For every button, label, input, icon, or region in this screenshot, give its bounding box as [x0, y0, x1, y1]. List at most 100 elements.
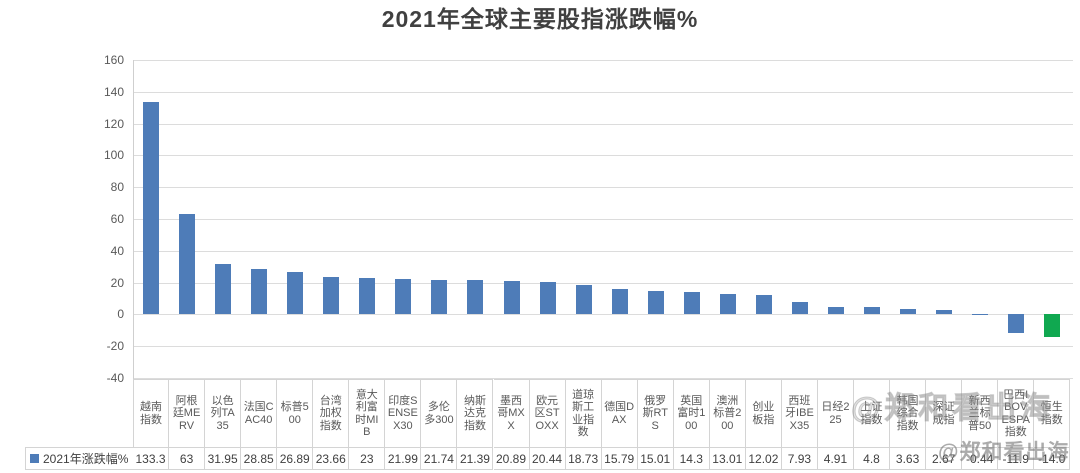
chart-bar — [251, 268, 268, 315]
category-cell: 新西兰标普50 — [962, 379, 999, 447]
category-cell: 英国富时100 — [673, 379, 710, 447]
chart-bar — [323, 276, 340, 315]
category-cell: 法国CAC40 — [241, 379, 278, 447]
chart-bar — [827, 306, 844, 315]
y-tick-label: 60 — [110, 212, 124, 226]
value-cell: 63 — [169, 447, 206, 470]
chart-bar — [1008, 314, 1025, 334]
category-cell: 俄罗斯RTS — [637, 379, 674, 447]
category-cell: 标普500 — [277, 379, 314, 447]
value-cell: 4.91 — [817, 447, 854, 470]
chart-bar — [683, 291, 700, 315]
chart-bar — [791, 301, 808, 315]
value-cell: 26.89 — [277, 447, 314, 470]
category-cell: 欧元区STOXX — [529, 379, 566, 447]
chart-bar — [431, 279, 448, 315]
chart-title: 2021年全球主要股指涨跌幅% — [381, 6, 699, 32]
y-tick-label: 120 — [103, 116, 124, 131]
value-cell: 20.89 — [493, 447, 530, 470]
y-tick-label: -20 — [106, 339, 124, 354]
chart-bar — [359, 277, 376, 315]
category-cell: 恒生指数 — [1034, 379, 1071, 447]
legend-cell: 2021年涨跌幅% — [25, 447, 133, 470]
chart-bar — [611, 289, 628, 315]
gridline — [133, 282, 1073, 284]
y-tick-label: -40 — [106, 371, 124, 385]
value-cell: 31.95 — [205, 447, 242, 470]
value-cell: -14.0 — [1034, 447, 1071, 470]
chart-bar — [215, 263, 232, 315]
category-cell: 澳洲标普200 — [709, 379, 746, 447]
chart-bar — [647, 290, 664, 315]
category-cell: 多伦多300 — [421, 379, 458, 447]
chart-bar — [143, 102, 160, 315]
value-cell: 2.67 — [926, 447, 963, 470]
category-cell: 墨西哥MXX — [493, 379, 530, 447]
chart-bar — [719, 293, 736, 315]
chart-bar — [1044, 314, 1061, 337]
chart-bar — [864, 306, 881, 315]
value-cell: 21.74 — [421, 447, 458, 470]
legend-label: 2021年涨跌幅% — [43, 452, 129, 466]
y-tick-label: 100 — [103, 148, 124, 163]
y-tick-label: 20 — [110, 275, 124, 290]
value-cell: 15.79 — [601, 447, 638, 470]
value-cell: 14.3 — [673, 447, 710, 470]
category-cell: 阿根廷MERV — [169, 379, 206, 447]
category-cell: 越南指数 — [133, 379, 170, 447]
gridline — [133, 187, 1073, 189]
gridline — [133, 378, 1073, 379]
category-cell: 巴西IBOVESPA指数 — [998, 379, 1035, 447]
legend-marker-square — [30, 454, 39, 463]
chart-bar — [539, 281, 556, 315]
value-cell: 21.99 — [385, 447, 422, 470]
category-cell: 日经225 — [817, 379, 854, 447]
y-axis-line — [133, 60, 134, 379]
chart-bar — [503, 281, 520, 315]
category-cell: 台湾加权指数 — [313, 379, 350, 447]
value-cell: 133.3 — [133, 447, 170, 470]
value-cell: 13.01 — [709, 447, 746, 470]
gridline — [133, 219, 1073, 220]
category-cell: 印度SENSEX30 — [385, 379, 422, 447]
value-cell: 7.93 — [781, 447, 818, 470]
value-cell: 12.02 — [745, 447, 782, 470]
y-tick-label: 160 — [103, 53, 124, 67]
chart-bar — [287, 271, 304, 315]
gridline — [133, 346, 1073, 348]
chart-bar — [755, 295, 772, 315]
category-cell: 道琼斯工业指数 — [565, 379, 602, 447]
value-cell: 3.63 — [890, 447, 927, 470]
value-cell: -11.9 — [998, 447, 1035, 470]
y-tick-label: 80 — [110, 180, 124, 195]
category-cell: 以色列TA35 — [205, 379, 242, 447]
value-cell: 18.73 — [565, 447, 602, 470]
category-cell: 意大利富时MIB — [349, 379, 386, 447]
chart-bar — [972, 314, 989, 316]
chart-bar — [179, 214, 196, 315]
value-cell: 20.44 — [529, 447, 566, 470]
value-cell: 28.85 — [241, 447, 278, 470]
gridline — [133, 250, 1073, 252]
category-cell: 纳斯达克指数 — [457, 379, 494, 447]
gridline — [133, 155, 1073, 157]
category-cell: 深证成指 — [926, 379, 963, 447]
chart-bar — [395, 279, 412, 315]
value-cell: -0.44 — [962, 447, 999, 470]
y-tick-label: 40 — [110, 243, 124, 258]
category-cell: 德国DAX — [601, 379, 638, 447]
value-cell: 23.66 — [313, 447, 350, 470]
category-cell: 韩国综合指数 — [890, 379, 927, 447]
gridline — [133, 60, 1073, 61]
chart-bar — [575, 284, 592, 315]
category-cell: 西班牙IBEX35 — [781, 379, 818, 447]
chart-bar — [900, 308, 917, 315]
gridline — [133, 314, 1073, 316]
value-cell: 15.01 — [637, 447, 674, 470]
y-tick-label: 140 — [103, 84, 124, 99]
category-cell: 上证指数 — [854, 379, 891, 447]
gridline — [133, 91, 1073, 93]
y-tick-label: 0 — [117, 307, 124, 322]
category-cell: 创业板指 — [745, 379, 782, 447]
